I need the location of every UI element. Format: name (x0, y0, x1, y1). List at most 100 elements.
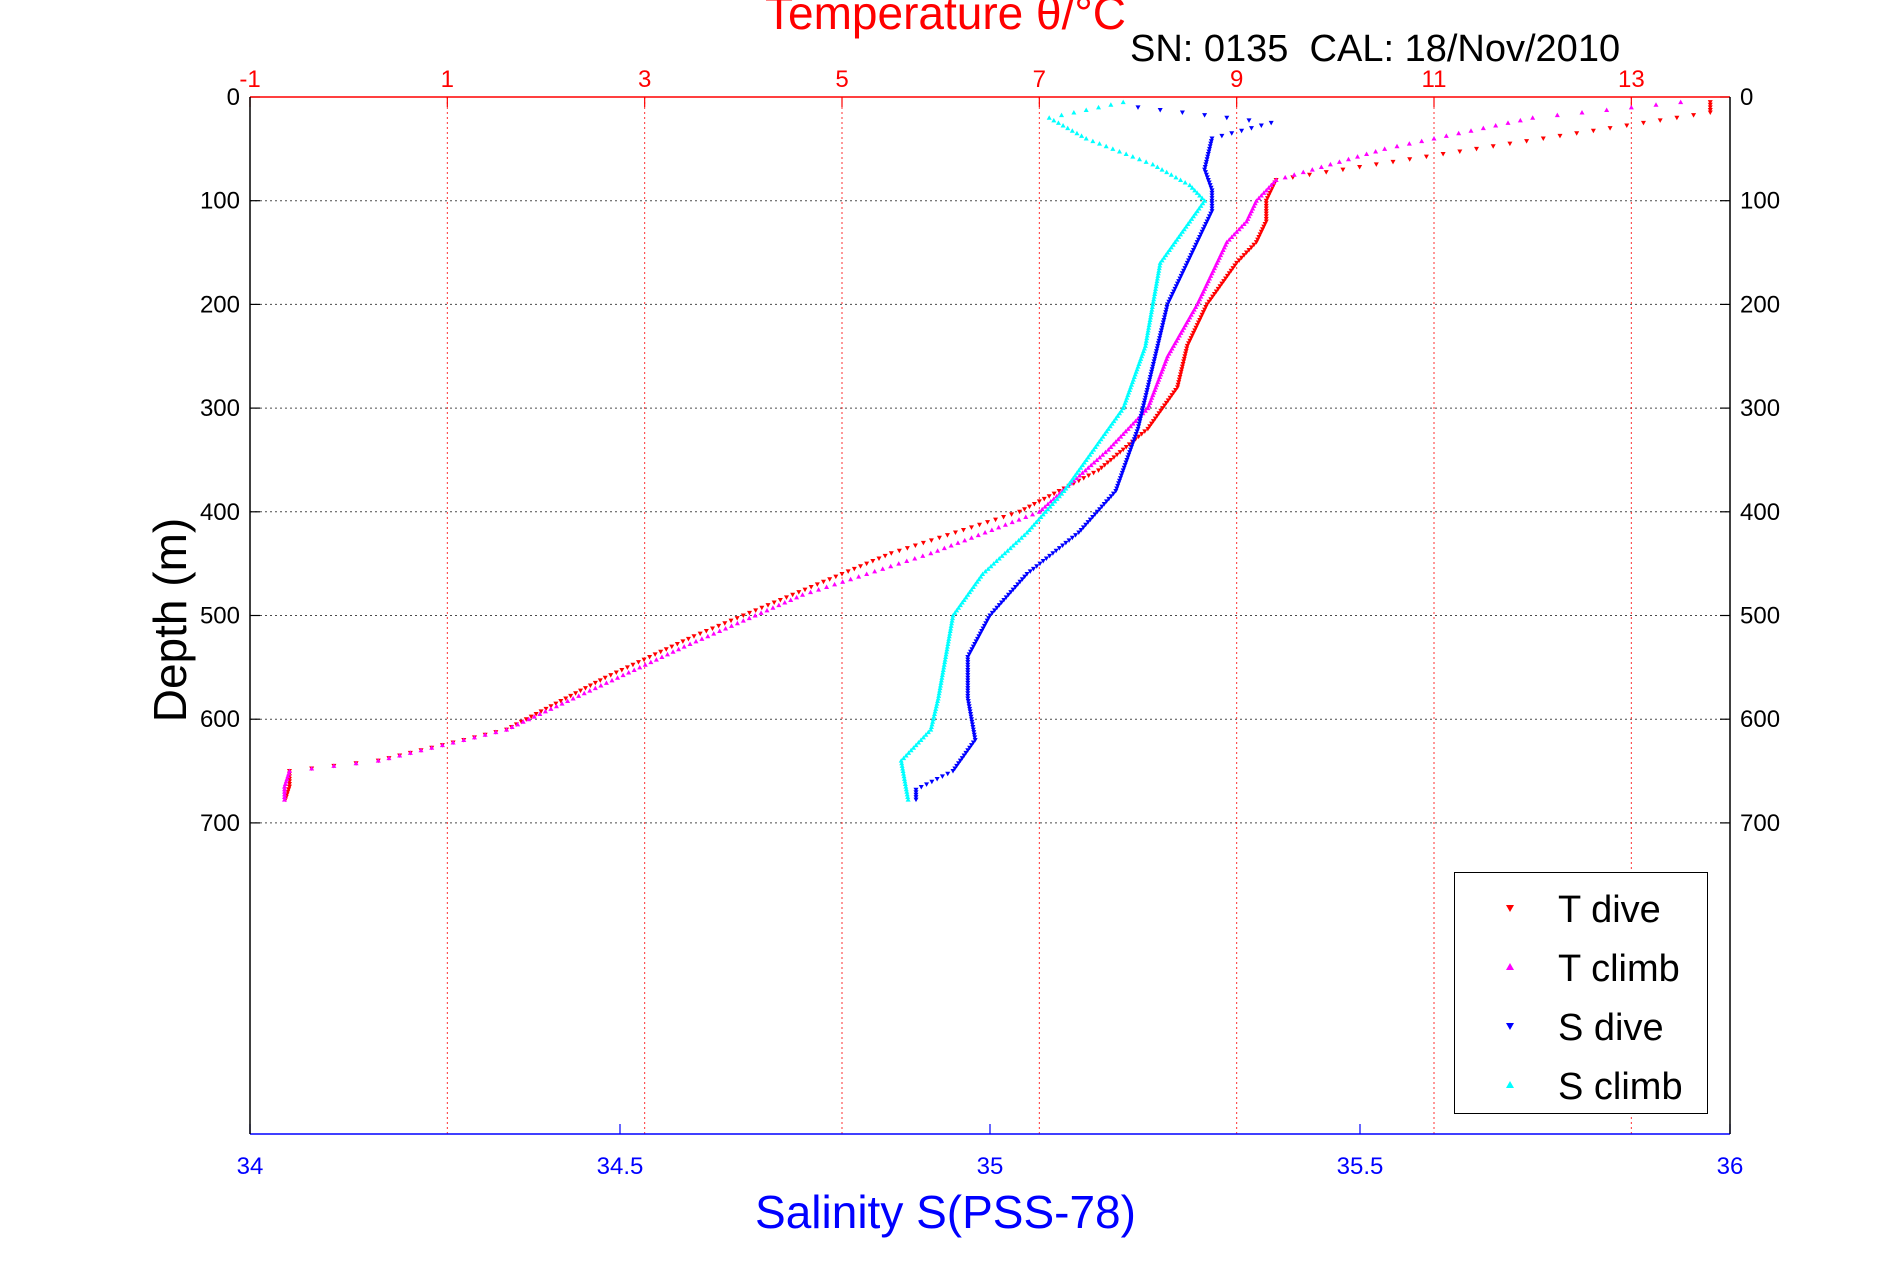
data-point-t-dive (771, 600, 777, 606)
data-point-t-climb (800, 592, 806, 597)
data-point-s-dive (1188, 253, 1194, 258)
salinity-axis-label: Salinity S(PSS-78) (755, 1186, 1136, 1238)
data-point-t-dive (1236, 258, 1242, 263)
data-point-s-climb (913, 742, 919, 748)
data-point-s-dive (1053, 548, 1059, 554)
data-point-s-dive (1173, 284, 1179, 289)
data-point-t-climb (670, 649, 676, 654)
data-point-t-dive (1223, 276, 1229, 281)
data-point-t-dive (1022, 507, 1028, 512)
data-point-t-dive (641, 657, 647, 663)
data-point-t-dive (1154, 413, 1160, 419)
data-point-s-dive (1050, 551, 1056, 556)
data-point-s-climb (1105, 426, 1111, 431)
data-point-t-climb (450, 740, 456, 745)
data-point-t-climb (975, 532, 981, 538)
data-point-t-dive (1158, 408, 1164, 414)
data-point-s-climb (1174, 237, 1180, 242)
data-point-t-climb (1045, 501, 1051, 507)
data-point-s-dive (1056, 546, 1062, 551)
data-point-s-dive (1127, 450, 1133, 455)
data-point-s-dive (1073, 533, 1079, 538)
data-point-t-dive (833, 574, 839, 580)
data-point-t-climb (1364, 151, 1370, 157)
data-point-s-climb (1096, 104, 1102, 110)
data-point-t-dive (1171, 390, 1177, 396)
data-point-t-dive (1009, 512, 1015, 517)
data-point-s-dive (1142, 395, 1148, 401)
data-point-s-climb (1199, 195, 1205, 201)
data-point-s-climb (931, 714, 937, 719)
data-point-s-climb (1187, 218, 1193, 224)
data-point-s-dive (1198, 232, 1204, 237)
data-point-s-climb (1150, 299, 1156, 304)
data-point-s-dive (1040, 559, 1046, 564)
data-point-t-dive (1357, 164, 1363, 170)
data-point-s-dive (1117, 478, 1122, 484)
data-point-s-dive (1108, 494, 1114, 499)
data-point-t-dive (1191, 330, 1196, 336)
data-point-t-dive (647, 654, 653, 660)
data-point-t-climb (705, 633, 711, 639)
data-point-s-dive (1195, 237, 1201, 243)
data-point-t-dive (703, 629, 709, 634)
data-point-s-dive (1113, 489, 1119, 494)
data-point-s-dive (1239, 128, 1245, 134)
data-point-t-dive (1091, 470, 1097, 476)
data-point-t-dive (1102, 463, 1108, 468)
data-point-s-climb (1115, 413, 1121, 418)
data-point-s-dive (971, 730, 977, 735)
data-point-t-dive (969, 525, 974, 530)
data-point-s-dive (1209, 196, 1215, 201)
series-s-dive (913, 105, 1274, 803)
data-point-t-dive (1041, 496, 1047, 502)
data-point-s-dive (913, 790, 919, 795)
data-point-s-dive (965, 688, 971, 694)
data-point-t-dive (630, 662, 636, 668)
data-point-s-dive (913, 792, 919, 798)
y-tick-label: 200 (200, 291, 240, 318)
data-point-s-dive (1124, 457, 1130, 463)
data-point-t-dive (1307, 172, 1313, 178)
data-point-s-dive (1207, 146, 1213, 152)
data-point-s-dive (1172, 286, 1178, 292)
data-point-s-climb (1155, 270, 1161, 276)
data-point-s-climb (1080, 462, 1085, 468)
data-point-t-climb (1530, 115, 1536, 120)
data-point-t-climb (1113, 439, 1119, 444)
data-point-s-dive (1125, 455, 1131, 460)
data-point-s-dive (965, 683, 971, 688)
data-point-s-climb (935, 698, 941, 704)
data-point-t-dive (1248, 245, 1254, 250)
data-point-t-climb (681, 644, 687, 649)
data-point-s-dive (1154, 349, 1159, 354)
data-point-t-dive (1145, 426, 1151, 432)
data-point-t-dive (808, 584, 814, 590)
data-point-t-climb (1088, 462, 1094, 468)
data-point-t-dive (1117, 450, 1123, 455)
data-point-t-dive (1204, 302, 1210, 307)
data-point-s-dive (1152, 354, 1158, 359)
data-point-t-dive (608, 673, 614, 678)
data-point-s-climb (1007, 545, 1013, 551)
data-point-s-dive (965, 699, 971, 704)
data-point-t-climb (788, 597, 794, 602)
data-point-s-dive (1207, 214, 1213, 219)
data-point-s-climb (1198, 203, 1204, 208)
data-point-s-dive (1141, 403, 1147, 409)
data-point-t-dive (1540, 136, 1546, 141)
data-point-s-climb (1120, 405, 1126, 411)
data-point-s-dive (929, 779, 935, 785)
data-point-t-climb (928, 550, 934, 556)
data-point-t-dive (1175, 382, 1181, 388)
data-point-t-climb (996, 524, 1002, 530)
data-point-t-dive (1263, 219, 1269, 224)
data-point-t-dive (1263, 211, 1269, 217)
data-point-t-climb (1244, 218, 1250, 224)
data-point-s-dive (986, 616, 992, 621)
data-point-t-climb (1505, 120, 1511, 125)
data-point-s-climb (965, 592, 971, 597)
data-point-s-dive (1209, 206, 1215, 211)
data-point-s-dive (969, 743, 974, 748)
